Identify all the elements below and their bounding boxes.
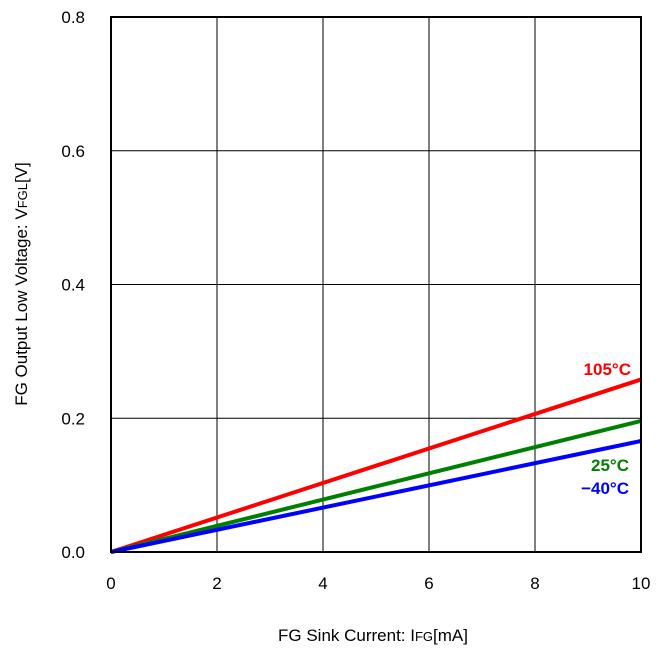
y-axis-label-sub: FGL: [15, 183, 30, 208]
x-tick-labels: 0 2 4 6 8 10: [106, 574, 650, 593]
x-axis-label-unit: [mA]: [433, 626, 468, 645]
x-tick-label: 0: [106, 574, 115, 593]
x-tick-label: 8: [530, 574, 539, 593]
series-line-1: [110, 418, 642, 554]
series-label-105c: 105°C: [584, 360, 631, 379]
series-label-minus40c: −40°C: [581, 479, 629, 498]
series-label-25c: 25°C: [591, 456, 629, 475]
y-tick-label: 0.8: [61, 8, 85, 27]
y-tick-label: 0.4: [61, 276, 85, 295]
y-axis-label: FG Output Low Voltage: VFGL[V]: [12, 162, 31, 406]
y-tick-label: 0.2: [61, 409, 85, 428]
x-axis-label-main: FG Sink Current: I: [278, 626, 415, 645]
x-tick-label: 4: [318, 574, 327, 593]
y-axis-label-unit: [V]: [12, 162, 31, 183]
y-tick-label: 0.6: [61, 142, 85, 161]
x-axis-label: FG Sink Current: IFG[mA]: [278, 626, 468, 645]
series-lines: [110, 377, 642, 554]
y-tick-labels: 0.0 0.2 0.4 0.6 0.8: [61, 8, 85, 562]
series-line-2: [110, 439, 642, 554]
x-tick-label: 10: [632, 574, 651, 593]
y-tick-label: 0.0: [61, 543, 85, 562]
plot-frame: [110, 16, 642, 553]
y-axis-label-main: FG Output Low Voltage: V: [12, 208, 31, 406]
series-line-0: [110, 377, 642, 554]
x-axis-label-sub: FG: [415, 629, 433, 644]
grid: [111, 17, 641, 552]
x-tick-label: 2: [212, 574, 221, 593]
x-tick-label: 6: [424, 574, 433, 593]
